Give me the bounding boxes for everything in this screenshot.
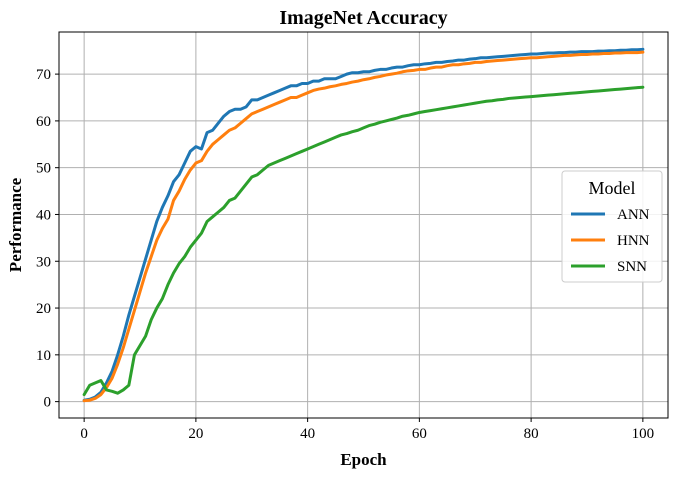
- x-tick-label: 60: [412, 426, 427, 442]
- legend-label-ann: ANN: [617, 207, 650, 223]
- y-tick-label: 50: [36, 161, 51, 177]
- x-tick-label: 100: [632, 426, 655, 442]
- y-tick-label: 10: [36, 348, 51, 364]
- y-tick-label: 60: [36, 114, 51, 130]
- x-axis-label: Epoch: [340, 450, 387, 469]
- x-tick-label: 20: [188, 426, 203, 442]
- chart-title: ImageNet Accuracy: [279, 7, 447, 29]
- series-line-ann: [82, 47, 645, 402]
- y-tick-label: 0: [44, 395, 52, 411]
- legend: Model ANN HNN SNN: [561, 170, 663, 283]
- y-axis-label: Performance: [6, 177, 25, 272]
- series-line-snn: [82, 85, 645, 397]
- series-line-hnn: [82, 50, 645, 403]
- legend-entries: ANN HNN SNN: [571, 207, 650, 275]
- y-tick-label: 40: [36, 207, 51, 223]
- legend-label-snn: SNN: [617, 259, 647, 275]
- x-tick-label: 80: [524, 426, 539, 442]
- legend-label-hnn: HNN: [617, 233, 650, 249]
- y-tick-label: 70: [36, 67, 51, 83]
- y-tick-label: 30: [36, 254, 51, 270]
- series-lines: [82, 47, 645, 403]
- x-tick-label: 40: [300, 426, 315, 442]
- legend-box: [561, 170, 663, 283]
- legend-title: Model: [589, 178, 636, 198]
- axis-ticks: 0 20 40 60 80 100 0 10 20 30 40 50 60 70: [36, 67, 654, 442]
- y-tick-label: 20: [36, 301, 51, 317]
- x-tick-label: 0: [80, 426, 88, 442]
- plot-frame: [58, 31, 669, 419]
